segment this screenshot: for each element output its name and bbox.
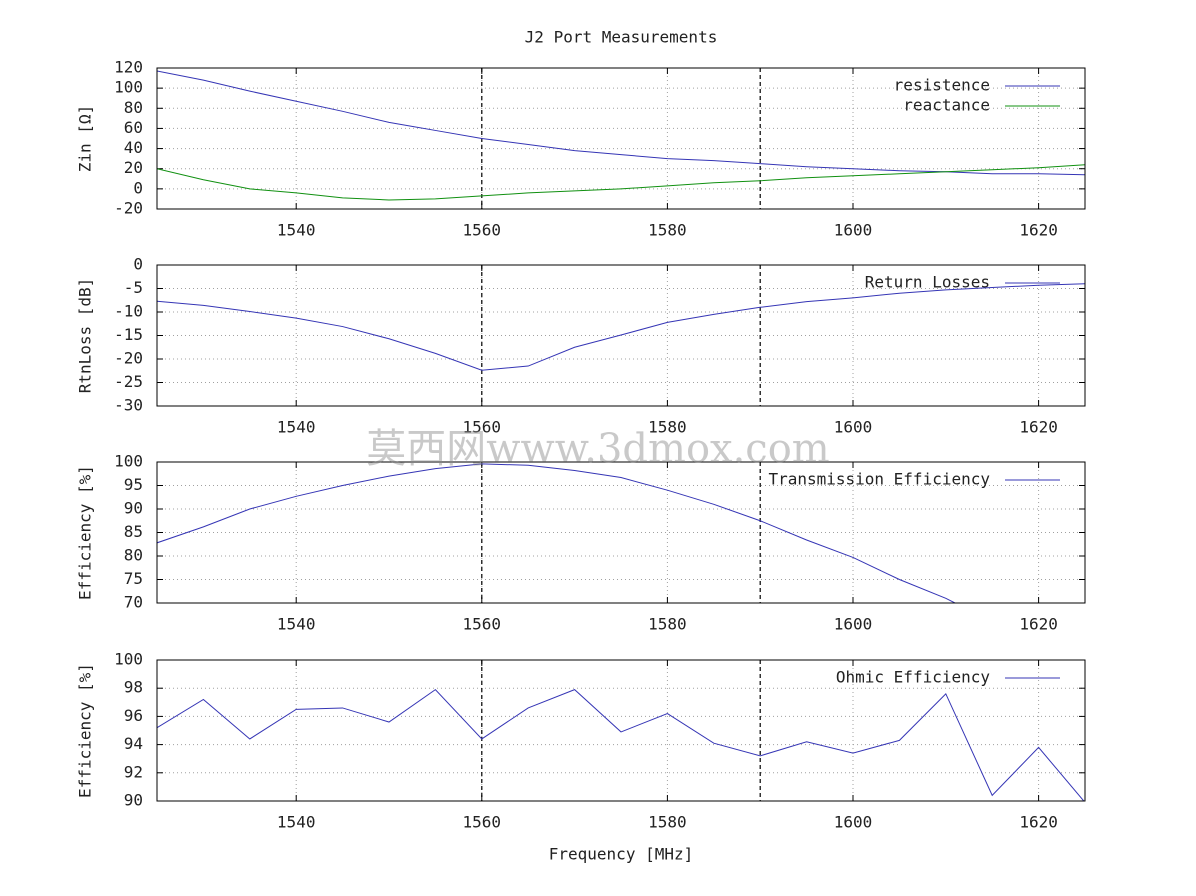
y-tick-label: 75 [124, 569, 143, 588]
y-tick-label: 60 [124, 118, 143, 137]
y-tick-label: 95 [124, 475, 143, 494]
chart-title: J2 Port Measurements [525, 28, 718, 47]
y-tick-label: -15 [114, 325, 143, 344]
legend-label: resistence [894, 76, 990, 95]
y-tick-label: 98 [124, 678, 143, 697]
legend-label: reactance [903, 96, 990, 115]
x-tick-label: 1580 [648, 813, 687, 832]
x-tick-label: 1560 [463, 221, 502, 240]
y-axis-label: Efficiency [%] [76, 663, 95, 798]
panel: 70 75 80 85 90 95 100 1540 1560 1580 1600 1620 Trans… [76, 452, 1086, 634]
x-tick-label: 1540 [277, 221, 316, 240]
y-tick-label: 96 [124, 706, 143, 725]
x-tick-label: 1600 [834, 615, 873, 634]
x-tick-label: 1620 [1019, 418, 1058, 437]
y-tick-label: -10 [114, 302, 143, 321]
y-tick-label: 92 [124, 762, 143, 781]
legend-label: Return Losses [865, 273, 990, 292]
plot-frame [156, 264, 1086, 407]
y-tick-label: 100 [114, 78, 143, 97]
y-tick-label: 90 [124, 499, 143, 518]
x-tick-label: 1620 [1019, 813, 1058, 832]
y-tick-label: 40 [124, 138, 143, 157]
x-tick-label: 1580 [648, 615, 687, 634]
x-tick-label: 1560 [463, 813, 502, 832]
legend: Ohmic Efficiency [836, 668, 1060, 687]
y-axis-label: RtnLoss [dB] [76, 278, 95, 394]
y-tick-label: -20 [114, 349, 143, 368]
x-tick-label: 1580 [648, 418, 687, 437]
y-tick-label: 100 [114, 452, 143, 471]
y-tick-label: 80 [124, 98, 143, 117]
y-axis-label: Efficiency [%] [76, 465, 95, 600]
x-tick-label: 1540 [277, 615, 316, 634]
series-line [157, 283, 1085, 371]
y-tick-label: 0 [133, 255, 143, 274]
series-line [157, 463, 957, 603]
y-tick-label: 20 [124, 158, 143, 177]
legend-label: Transmission Efficiency [768, 470, 990, 489]
series-line [157, 70, 1085, 176]
x-axis-label: Frequency [MHz] [549, 845, 694, 864]
x-tick-label: 1600 [834, 418, 873, 437]
panel: -30 -25 -20 -15 -10 -5 0 1540 1560 1580 1600 1620 Re… [76, 255, 1086, 437]
x-tick-label: 1540 [277, 813, 316, 832]
y-tick-label: 0 [133, 178, 143, 197]
y-tick-label: 120 [114, 58, 143, 77]
y-tick-label: -25 [114, 372, 143, 391]
y-tick-label: -20 [114, 199, 143, 218]
watermark: 莫西网www.3dmox.com [366, 426, 829, 472]
y-tick-label: 70 [124, 593, 143, 612]
plot-frame [156, 461, 1086, 604]
plot-frame [156, 659, 1086, 802]
y-tick-label: 94 [124, 734, 143, 753]
legend: Return Losses [865, 273, 1060, 292]
y-tick-label: 100 [114, 650, 143, 669]
y-tick-label: 90 [124, 791, 143, 810]
legend: Transmission Efficiency [768, 470, 1060, 489]
series-line [157, 688, 1085, 801]
x-tick-label: 1620 [1019, 615, 1058, 634]
y-tick-label: -30 [114, 396, 143, 415]
y-tick-label: 80 [124, 546, 143, 565]
x-tick-label: 1540 [277, 418, 316, 437]
legend-label: Ohmic Efficiency [836, 668, 990, 687]
plot-frame [156, 67, 1086, 210]
y-axis-label: Zin [Ω] [76, 105, 95, 172]
x-tick-label: 1560 [463, 418, 502, 437]
x-tick-label: 1620 [1019, 221, 1058, 240]
x-tick-label: 1580 [648, 221, 687, 240]
x-tick-label: 1560 [463, 615, 502, 634]
x-tick-label: 1600 [834, 813, 873, 832]
panel: 90 92 94 96 98 100 1540 1560 1580 1600 1620 Ohmic E… [76, 650, 1086, 864]
y-tick-label: -5 [124, 278, 143, 297]
x-tick-label: 1600 [834, 221, 873, 240]
y-tick-label: 85 [124, 522, 143, 541]
series-line [157, 164, 1085, 201]
